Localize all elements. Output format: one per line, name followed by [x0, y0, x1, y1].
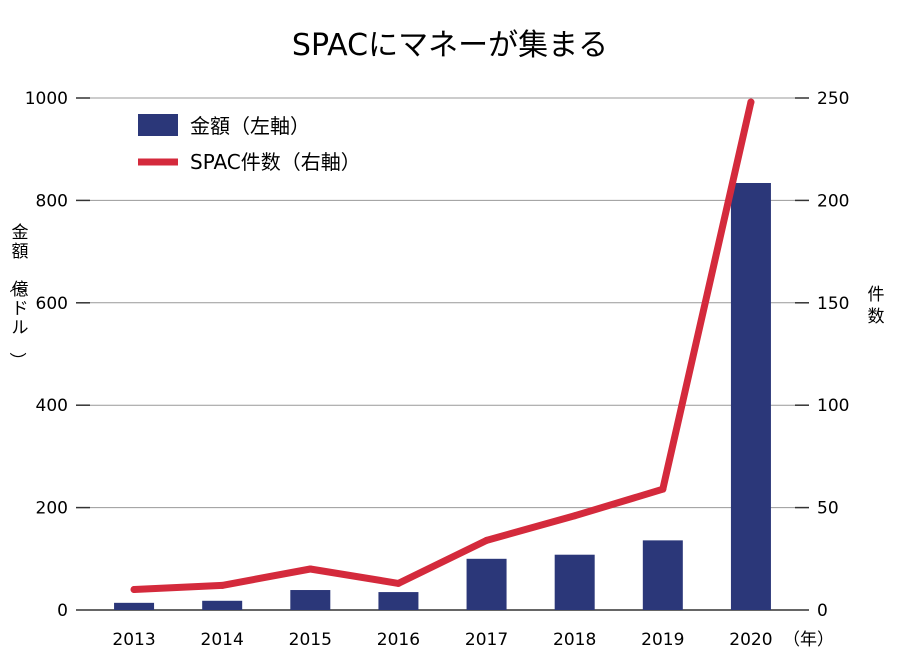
gridlines [90, 97, 795, 611]
right-tick-label: 250 [817, 89, 849, 109]
line-point [394, 579, 402, 587]
left-tick-label: 0 [57, 601, 68, 621]
line-point [130, 586, 138, 594]
x-tick-label: 2018 [553, 630, 596, 650]
x-tick-label: 2020 [729, 630, 772, 650]
right-axis-label: 件数 [868, 285, 885, 327]
legend-label-line: SPAC件数（右軸） [190, 150, 361, 174]
left-tick-label: 1000 [25, 89, 68, 109]
bar [202, 600, 243, 610]
legend-label-bar: 金額（左軸） [190, 114, 310, 138]
line-path [130, 98, 755, 593]
bar [378, 592, 419, 610]
bar [466, 558, 507, 610]
bar [642, 540, 683, 610]
line-point [218, 581, 226, 589]
left-tick-label: 600 [36, 294, 68, 314]
legend: 金額（左軸） SPAC件数（右軸） [138, 114, 361, 174]
x-tick-label: 2017 [465, 630, 508, 650]
x-axis-unit: （年） [783, 630, 834, 650]
x-tick-label: 2014 [201, 630, 244, 650]
x-tick-label: 2015 [289, 630, 332, 650]
bar [730, 182, 771, 610]
right-axis: 0 50 100 150 200 250 [795, 89, 849, 621]
line-point [571, 512, 579, 520]
bar [554, 554, 595, 610]
line-point [483, 536, 491, 544]
line-series [130, 98, 755, 594]
left-tick-label: 800 [36, 191, 68, 211]
x-tick-label: 2019 [641, 630, 684, 650]
bar [114, 602, 155, 610]
right-tick-label: 0 [817, 601, 828, 621]
left-axis: 0 200 400 600 800 1000 [25, 89, 90, 621]
x-axis: 2013 2014 2015 2016 2017 2018 2019 2020 [112, 630, 772, 650]
x-tick-label: 2013 [112, 630, 155, 650]
bar [290, 590, 331, 610]
line-point [747, 98, 755, 106]
legend-swatch-bar [138, 114, 178, 136]
left-tick-label: 200 [36, 499, 68, 519]
right-tick-label: 100 [817, 396, 849, 416]
right-tick-label: 150 [817, 294, 849, 314]
right-tick-label: 200 [817, 191, 849, 211]
left-axis-label-text: 金額（億ドル） [7, 223, 29, 369]
right-axis-label-text: 件数 [868, 285, 885, 327]
line-point [659, 485, 667, 493]
right-tick-label: 50 [817, 499, 839, 519]
left-axis-label: 金額（億ドル） [7, 223, 29, 369]
chart-title: SPACにマネーが集まる [292, 28, 608, 63]
bar-series [114, 182, 771, 610]
line-point [306, 565, 314, 573]
x-tick-label: 2016 [377, 630, 420, 650]
left-tick-label: 400 [36, 396, 68, 416]
